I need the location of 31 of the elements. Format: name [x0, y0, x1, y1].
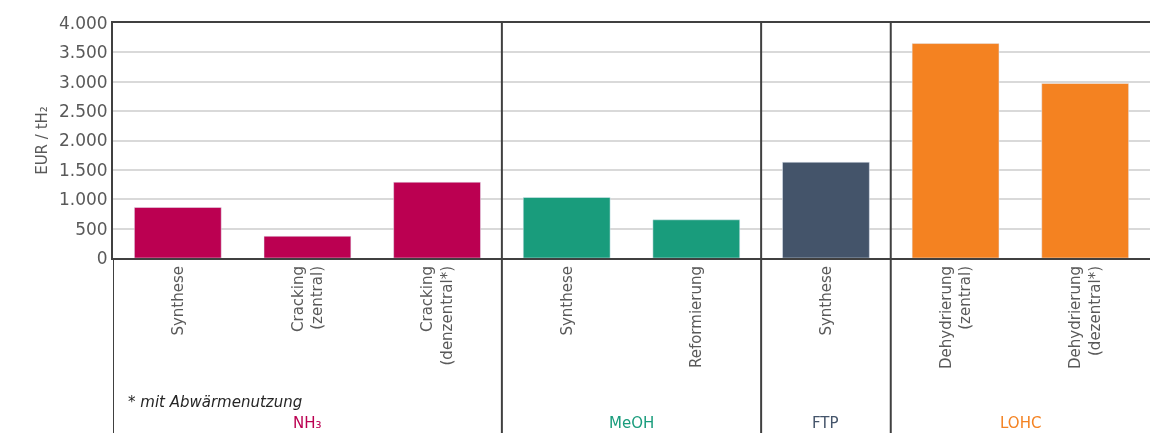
x-tick-label: Synthese — [557, 266, 576, 336]
x-tick-label: Synthese — [816, 266, 835, 336]
bar — [1041, 83, 1129, 258]
bar — [393, 181, 481, 258]
bar — [134, 207, 222, 258]
bar — [911, 43, 1000, 258]
text: LOHC — [1000, 414, 1042, 432]
y-tick-label: 0 — [96, 247, 108, 268]
y-tick-label: 4.000 — [58, 12, 108, 33]
bar — [523, 197, 611, 258]
bar — [782, 161, 870, 258]
y-tick-label: 2.000 — [58, 130, 108, 151]
y-tick-label: 500 — [75, 218, 108, 239]
y-tick-label: 2.500 — [58, 101, 108, 122]
y-tick-label: 3.500 — [58, 42, 108, 63]
bar — [652, 219, 740, 258]
x-tick-label: Cracking (denzentral*) — [418, 266, 456, 366]
y-tick-label: 1.500 — [58, 159, 108, 180]
bar — [263, 236, 352, 258]
text: MeOH — [609, 414, 655, 432]
y-axis-title: EUR / tH₂ — [32, 106, 51, 175]
text: * mit Abwärmenutzung — [128, 393, 303, 411]
y-tick-label: 3.000 — [58, 71, 108, 92]
x-tick-label: Dehydrierung (dezentral*) — [1066, 266, 1104, 369]
y-tick-label: 1.000 — [58, 189, 108, 210]
x-tick-label: Cracking (zentral) — [288, 266, 327, 332]
text: NH₃ — [293, 414, 322, 432]
x-tick-label: Synthese — [168, 266, 187, 336]
text: FTP — [812, 414, 839, 432]
x-tick-label: Dehydrierung (zentral) — [936, 266, 975, 369]
x-tick-label: Reformierung — [687, 266, 706, 369]
